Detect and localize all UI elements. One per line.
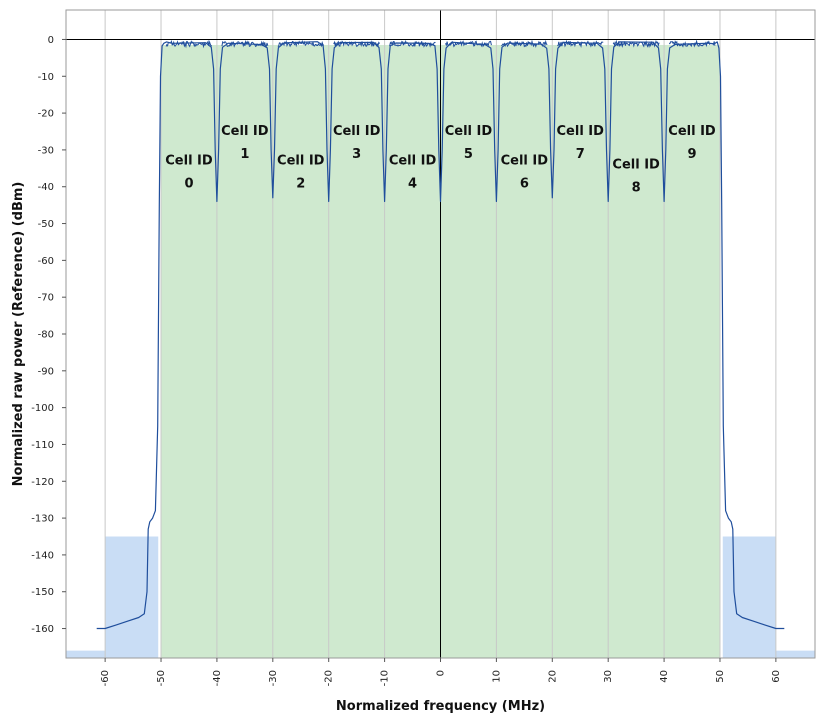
carrier-label-7-line1: Cell ID [557, 124, 605, 139]
x-tick-label: 10 [491, 670, 502, 683]
carrier-band-8 [608, 44, 665, 658]
x-tick-label: 50 [715, 670, 726, 683]
carrier-label-5-line1: Cell ID [445, 124, 493, 139]
x-tick-label: -20 [324, 670, 335, 686]
carrier-label-2-line2: 2 [296, 177, 305, 192]
passband-ripple-0 [165, 39, 213, 49]
y-tick-label: -150 [31, 587, 54, 598]
y-tick-label: -50 [38, 219, 54, 230]
carrier-label-8-line2: 8 [632, 180, 641, 195]
y-tick-label: -80 [38, 330, 54, 341]
carrier-label-4-line1: Cell ID [389, 154, 437, 169]
y-tick-label: -110 [31, 440, 54, 451]
x-tick-label: 20 [547, 670, 558, 683]
carrier-label-3-line1: Cell ID [333, 124, 381, 139]
x-tick-label: -10 [380, 670, 391, 686]
passband-ripple-9 [669, 39, 716, 48]
x-tick-label: -40 [212, 670, 223, 686]
grid-lines [104, 10, 777, 658]
y-tick-label: -120 [31, 477, 54, 488]
mask-region-3 [775, 650, 815, 658]
x-tick-label: 40 [659, 670, 670, 683]
x-axis-title: Normalized frequency (MHz) [336, 699, 545, 714]
spectrum-series-0 [96, 41, 785, 630]
carrier-band-2 [272, 44, 329, 658]
carrier-label-7-line2: 7 [576, 147, 585, 162]
x-tick-label: -50 [156, 670, 167, 686]
y-tick-labels: 0 -10 -20 -30 -40 -50 -60 -70 -80 -90 -100 -110 -120… [31, 35, 66, 635]
carrier-label-4-line2: 4 [408, 177, 417, 192]
carrier-labels: Cell ID 0 Cell ID 1 Cell ID 2 Cell ID 3 Cell ID 4… [165, 124, 716, 195]
carrier-label-0-line1: Cell ID [165, 154, 213, 169]
y-tick-label: -100 [31, 403, 54, 414]
spectrum-trace [96, 39, 785, 630]
mask-region-2 [722, 536, 776, 658]
passband-ripple-5 [445, 40, 492, 48]
carrier-band-5 [440, 44, 497, 658]
mask-region-1 [105, 536, 159, 658]
passband-ripple-4 [389, 39, 436, 48]
y-tick-label: -30 [38, 145, 54, 156]
carrier-label-3-line2: 3 [352, 147, 361, 162]
carrier-label-8-line1: Cell ID [612, 157, 660, 172]
passband-ripple-8 [612, 39, 660, 49]
passband-ripple-2 [277, 39, 325, 48]
x-tick-label: 0 [436, 670, 447, 676]
x-tick-label: -60 [100, 670, 111, 686]
y-tick-label: -40 [38, 182, 54, 193]
mask-region-0 [66, 650, 106, 658]
zero-axes [66, 10, 815, 658]
carrier-label-6-line1: Cell ID [501, 154, 549, 169]
carrier-label-9-line2: 9 [688, 147, 697, 162]
carrier-band-7 [552, 44, 609, 658]
carrier-label-2-line1: Cell ID [277, 154, 325, 169]
carrier-band-3 [328, 44, 385, 658]
carrier-label-1-line2: 1 [240, 147, 249, 162]
carrier-bands [161, 44, 720, 658]
y-tick-label: -90 [38, 366, 54, 377]
carrier-label-0-line2: 0 [184, 177, 193, 192]
x-tick-label: 30 [603, 670, 614, 683]
y-axis-title: Normalized raw power (Reference) (dBm) [11, 182, 26, 487]
y-tick-label: -160 [31, 624, 54, 635]
y-tick-label: 0 [48, 35, 54, 46]
y-tick-label: -130 [31, 514, 54, 525]
carrier-band-0 [161, 44, 217, 658]
y-tick-label: -70 [38, 293, 54, 304]
passband-ripple-7 [557, 39, 604, 48]
carrier-band-6 [496, 44, 553, 658]
passband-ripple-6 [501, 39, 548, 48]
carrier-label-9-line1: Cell ID [668, 124, 716, 139]
y-tick-label: -60 [38, 256, 54, 267]
y-tick-label: -140 [31, 550, 54, 561]
mask-regions [66, 536, 815, 658]
x-tick-label: 60 [771, 670, 782, 683]
carrier-label-6-line2: 6 [520, 177, 529, 192]
carrier-label-5-line2: 5 [464, 147, 473, 162]
y-tick-label: -10 [38, 72, 54, 83]
carrier-band-4 [384, 44, 441, 658]
carrier-band-1 [216, 44, 273, 658]
carrier-band-9 [664, 44, 720, 658]
passband-ripple-1 [221, 39, 269, 48]
passband-ripple-3 [333, 40, 381, 48]
y-tick-label: -20 [38, 109, 54, 120]
x-tick-label: -30 [268, 670, 279, 686]
carrier-label-1-line1: Cell ID [221, 124, 269, 139]
x-tick-labels: -60 -50 -40 -30 -20 -10 0 10 20 30 40 50 60 [100, 658, 782, 686]
